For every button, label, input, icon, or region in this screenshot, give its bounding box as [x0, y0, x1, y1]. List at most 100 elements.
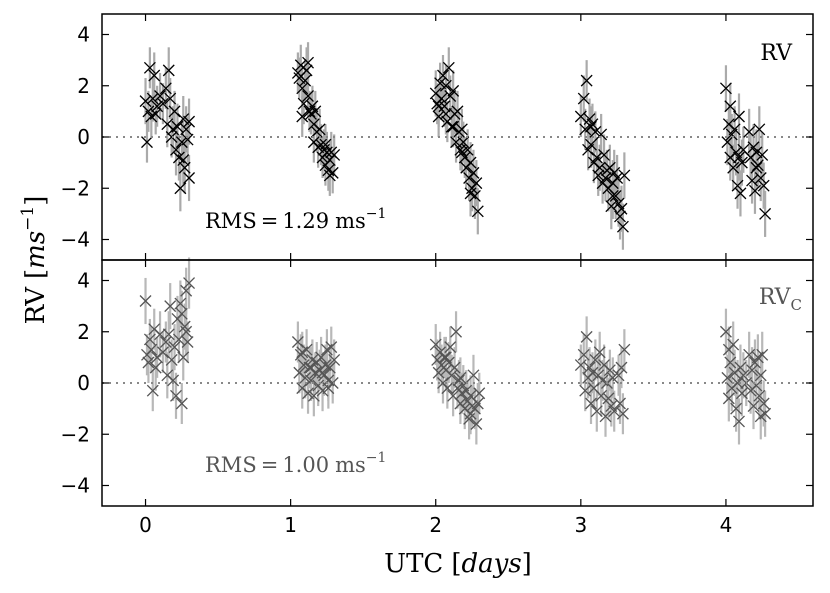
RV-point-89: [470, 177, 483, 190]
RVc-point-73: [448, 361, 461, 374]
RV-point-145: [748, 184, 761, 197]
RVc-point-47: [316, 384, 329, 397]
RVc-point-41: [307, 389, 320, 402]
RV-point-146: [750, 146, 763, 159]
RV-point-63: [432, 110, 445, 123]
RV-point-134: [728, 123, 741, 136]
RV-point-28: [177, 154, 190, 167]
RVc-point-103: [589, 353, 602, 366]
RV-point-121: [614, 210, 626, 223]
RV-point-8: [156, 97, 169, 110]
RVc-point-138: [747, 400, 760, 413]
RVc-point-52: [323, 361, 336, 374]
RVc-point-133: [735, 387, 748, 400]
RVc-point-140: [750, 379, 763, 392]
RVc-point-15: [165, 353, 178, 366]
RVc-point-120: [616, 407, 629, 420]
RV-point-33: [297, 97, 310, 110]
RVc-point-135: [743, 348, 756, 361]
RV-point-24: [183, 172, 196, 184]
RVc-point-23: [177, 351, 190, 364]
RV-point-129: [721, 136, 734, 149]
RV-point-106: [590, 151, 603, 164]
RV-point-41: [309, 105, 322, 118]
RVc-point-29: [180, 325, 193, 338]
RV-point-122: [615, 202, 628, 215]
rv-markers: [139, 56, 772, 233]
RV-point-98: [579, 123, 592, 136]
RV-point-79: [455, 123, 468, 136]
RVc-point-125: [724, 356, 737, 369]
xtick-label-1: 1: [284, 513, 297, 537]
RV-point-125: [585, 120, 597, 133]
RV-point-123: [616, 220, 629, 233]
RVc-point-123: [721, 371, 734, 384]
xtick-label-3: 3: [574, 513, 587, 537]
RVc-ytick-label-4: 4: [77, 269, 90, 293]
RVc-point-17: [168, 341, 181, 354]
RVc-point-2: [142, 356, 155, 369]
RV-point-59: [319, 138, 332, 151]
xtick-label-2: 2: [429, 513, 442, 537]
RV-point-58: [307, 136, 320, 149]
RVc-point-5: [146, 384, 159, 397]
RV-point-85: [464, 156, 477, 169]
RVc-point-117: [612, 369, 625, 382]
RV-point-44: [313, 123, 326, 136]
RVc-point-25: [180, 284, 193, 297]
RV-ytick-label-3: 2: [77, 74, 90, 98]
RVc-point-143: [754, 369, 767, 382]
RV-point-2: [143, 61, 156, 74]
rv-panel: [139, 42, 772, 250]
RV-point-143: [746, 174, 759, 187]
RV-point-64: [434, 77, 447, 90]
RV-point-148: [753, 123, 766, 136]
RV-point-25: [141, 136, 153, 149]
RVc-point-104: [590, 405, 603, 418]
RV-point-149: [754, 172, 767, 184]
RVc-point-96: [579, 384, 592, 397]
RVc-ytick-label-3: 2: [77, 320, 90, 344]
RVc-point-122: [719, 325, 732, 338]
RV-point-87: [467, 166, 480, 179]
RVc-point-62: [432, 366, 445, 379]
RVc-point-71: [445, 369, 458, 382]
RV-point-139: [735, 156, 748, 169]
RV-point-66: [437, 69, 449, 82]
RVc-point-0: [139, 295, 152, 307]
rv-panel-label: RV: [760, 41, 793, 66]
RV-point-65: [435, 92, 448, 105]
RVc-point-118: [614, 397, 626, 410]
RVc-point-57: [304, 361, 317, 374]
RV-point-133: [727, 161, 740, 174]
RV-point-96: [574, 110, 587, 123]
RV-point-138: [734, 187, 747, 200]
RV-point-118: [609, 189, 622, 202]
RVc-point-129: [730, 402, 743, 415]
RVc-point-7: [149, 361, 162, 374]
RVc-point-142: [753, 389, 766, 402]
RVc-point-95: [577, 348, 590, 361]
RVc-point-39: [304, 374, 317, 387]
xtick-label-0: 0: [139, 513, 152, 537]
RV-point-29: [183, 115, 196, 128]
RV-ytick-label-0: −4: [61, 228, 90, 252]
RV-point-68: [439, 79, 452, 92]
RV-point-9: [159, 82, 172, 95]
rvc-panel-label: RVC: [759, 285, 802, 314]
RV-point-34: [299, 74, 312, 87]
RV-point-18: [174, 182, 187, 195]
RV-point-7: [154, 90, 167, 102]
RV-point-21: [178, 161, 191, 174]
x-axis-title: UTC [days]: [384, 549, 532, 579]
RV-point-60: [323, 169, 336, 182]
RVc-point-59: [322, 382, 335, 395]
RVc-point-90: [473, 387, 486, 400]
RV-point-151: [757, 179, 770, 192]
RV-point-15: [170, 143, 182, 156]
RVc-point-56: [296, 346, 309, 359]
RVc-point-97: [580, 330, 593, 343]
RV-point-32: [296, 82, 309, 95]
RV-point-136: [731, 179, 744, 192]
